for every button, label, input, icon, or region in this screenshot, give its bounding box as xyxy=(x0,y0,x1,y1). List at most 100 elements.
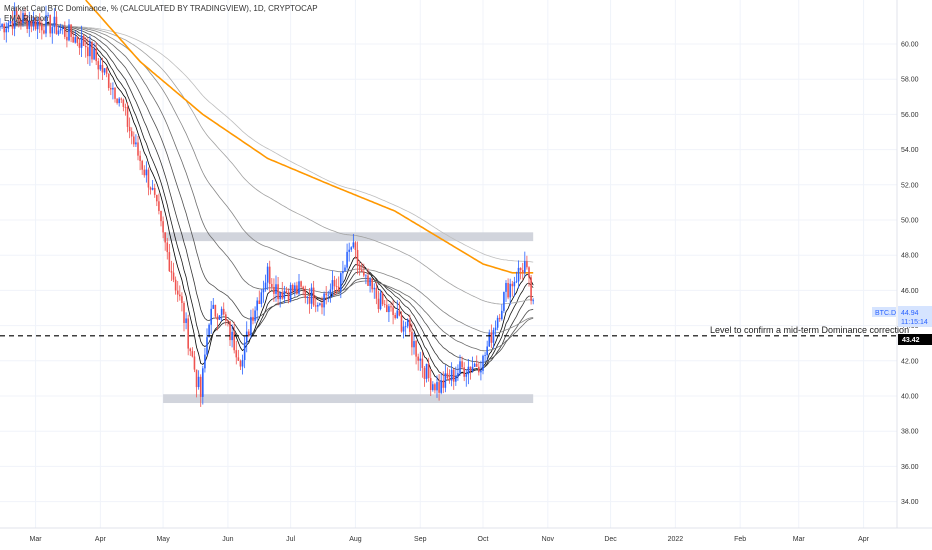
candle-body xyxy=(89,41,91,57)
candle-body xyxy=(158,201,160,211)
candle-body xyxy=(139,155,141,161)
candle-body xyxy=(277,284,279,300)
candle-body xyxy=(225,314,227,321)
candle-body xyxy=(461,361,463,368)
candle-body xyxy=(41,23,43,31)
candle-body xyxy=(128,126,131,132)
candle-body xyxy=(15,10,18,16)
candle-body xyxy=(179,294,181,297)
candle-body xyxy=(208,324,210,338)
x-tick-label: Oct xyxy=(478,536,489,543)
candle-body xyxy=(465,374,468,377)
x-axis[interactable]: Mar Apr May Jun Jul Aug Sep Oct Nov Dec 2022 Feb Mar… xyxy=(0,527,932,543)
x-tick-label: Aug xyxy=(349,536,362,543)
y-tick-label: 34.00 xyxy=(901,499,919,506)
candle-body xyxy=(34,17,37,30)
ema-ribbon xyxy=(0,18,534,383)
candle-body xyxy=(459,361,461,374)
candle-body xyxy=(501,310,503,320)
y-axis[interactable]: 34.0036.0038.0040.0042.0044.0046.0048.00… xyxy=(896,0,919,528)
candle-body xyxy=(517,267,520,282)
candle-body xyxy=(417,356,419,361)
y-tick-label: 38.00 xyxy=(901,429,919,436)
range-zone xyxy=(163,394,534,404)
candle-body xyxy=(248,331,250,336)
candle-body xyxy=(381,292,384,305)
candle-body xyxy=(107,73,110,88)
candle-body xyxy=(101,64,104,73)
candle-body xyxy=(505,282,507,292)
candle-body xyxy=(494,327,497,331)
x-tick-label: Feb xyxy=(734,536,746,543)
candle-body xyxy=(93,49,95,60)
candle-body xyxy=(110,87,112,90)
candle-body xyxy=(436,382,438,391)
candle-body xyxy=(212,304,215,309)
candle-body xyxy=(287,292,290,301)
candle-body xyxy=(114,87,116,99)
candle-body xyxy=(419,358,422,361)
candle-body xyxy=(156,194,158,202)
candle-body xyxy=(49,15,51,34)
candle-body xyxy=(1,24,3,27)
candle-body xyxy=(183,302,185,323)
candle-body xyxy=(9,20,12,24)
ema-ribbon-line xyxy=(0,24,534,334)
candle-body xyxy=(404,326,407,328)
candle-body xyxy=(143,169,146,176)
candle-body xyxy=(291,284,294,292)
indicator-label[interactable]: EMA Ribbon xyxy=(4,14,49,23)
candle-body xyxy=(78,42,81,48)
candle-body xyxy=(195,369,198,388)
x-tick-label: Apr xyxy=(858,536,870,543)
candle-body xyxy=(124,106,127,108)
candle-body xyxy=(440,380,442,393)
candle-body xyxy=(492,330,495,343)
candle-body xyxy=(197,376,200,388)
candle-body xyxy=(57,30,60,35)
candle-body xyxy=(222,308,225,315)
candle-body xyxy=(80,35,83,48)
candle-body xyxy=(214,304,217,317)
candle-body xyxy=(233,331,235,351)
y-tick-label: 46.00 xyxy=(901,288,919,295)
ema-ribbon-line xyxy=(0,23,534,352)
candle-body xyxy=(306,296,309,298)
y-tick-label: 50.00 xyxy=(901,218,919,225)
candle-body xyxy=(425,363,428,379)
candle-body xyxy=(268,266,271,284)
candle-body xyxy=(43,30,45,34)
symbol-tag-bg xyxy=(872,307,896,317)
candle-body xyxy=(467,366,470,375)
candle-body xyxy=(243,342,246,361)
candle-body xyxy=(66,36,68,41)
candle-body xyxy=(30,20,33,27)
candle-body xyxy=(187,318,189,349)
candle-body xyxy=(446,373,449,379)
candle-body xyxy=(162,221,164,233)
candle-body xyxy=(526,261,528,268)
candle-body xyxy=(530,277,532,301)
chart-title[interactable]: Market Cap BTC Dominance, % (CALCULATED … xyxy=(4,4,318,13)
candle-body xyxy=(317,304,319,307)
candle-body xyxy=(64,27,66,37)
candle-body xyxy=(515,281,518,283)
candle-body xyxy=(300,281,302,287)
candle-body xyxy=(375,287,378,299)
candle-body xyxy=(264,282,267,290)
x-tick-label: Jul xyxy=(286,536,295,543)
candle-body xyxy=(296,285,298,294)
candle-body xyxy=(193,356,196,370)
grid xyxy=(0,0,897,528)
candle-body xyxy=(377,298,380,310)
candle-body xyxy=(112,87,114,90)
candle-body xyxy=(279,292,281,300)
level-annotation[interactable]: Level to confirm a mid-term Dominance co… xyxy=(710,325,909,335)
candle-body xyxy=(235,350,238,358)
candle-body xyxy=(22,13,24,24)
candle-body xyxy=(133,136,135,145)
candle-body xyxy=(509,283,511,298)
candle-body xyxy=(444,373,447,388)
candle-body xyxy=(388,306,390,313)
